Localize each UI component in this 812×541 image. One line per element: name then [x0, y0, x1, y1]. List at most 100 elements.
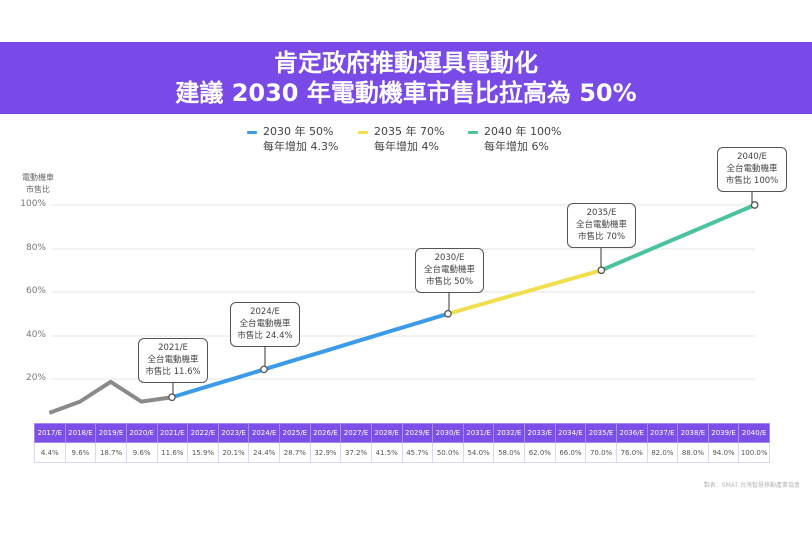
callout-value: 市售比 70% [577, 232, 626, 242]
value-cell: 100.0% [738, 442, 770, 463]
value-cell: 20.1% [217, 442, 250, 463]
legend-swatch-green-icon [468, 130, 478, 134]
year-header-cell: 2024/E [248, 423, 280, 443]
title-banner: 肯定政府推動運具電動化 建議 2030 年電動機車市售比拉高為 50% [0, 42, 812, 114]
point-markers [168, 201, 759, 402]
year-header-cell: 2017/E [34, 423, 66, 443]
legend-sublabel: 每年增加 4% [374, 140, 439, 153]
title-line-1: 肯定政府推動運具電動化 [274, 49, 538, 77]
series-historical-line [48, 379, 173, 415]
title-line-2: 建議 2030 年電動機車市售比拉高為 50% [175, 79, 637, 107]
year-header-cell: 2032/E [493, 423, 525, 443]
legend-label: 2030 年 50% [263, 125, 334, 138]
callout-year: 2030/E [434, 253, 465, 263]
year-header-cell: 2019/E [95, 423, 127, 443]
value-cell: 58.0% [493, 442, 525, 463]
legend-item-2030: 2030 年 50% 每年增加 4.3% [247, 124, 338, 154]
year-header-cell: 2029/E [401, 423, 434, 443]
year-header-cell: 2026/E [309, 423, 342, 443]
value-cell: 28.7% [279, 442, 311, 463]
value-row: 4.4% 9.6% 18.7% 9.6% 11.6% 15.9% 20.1% 24.4% 28.… [34, 442, 770, 463]
value-cell: 41.5% [370, 442, 403, 463]
value-cell: 32.9% [309, 442, 342, 463]
year-header-cell: 2036/E [615, 423, 648, 443]
callout-text: 全台電動機車 [423, 265, 475, 275]
value-cell: 9.6% [64, 442, 97, 463]
year-header-cell: 2027/E [340, 423, 372, 443]
value-cell: 15.9% [187, 442, 219, 463]
callout-2024: 2024/E 全台電動機車 市售比 24.4% [230, 302, 300, 347]
value-cell: 18.7% [95, 442, 127, 463]
callout-value: 市售比 50% [425, 277, 474, 287]
year-header-cell: 2035/E [585, 423, 617, 443]
value-cell: 54.0% [462, 442, 495, 463]
series-2040-line [600, 203, 756, 273]
year-header-row: 2017/E 2018/E 2019/E 2020/E 2021/E 2022/E 2023… [34, 423, 770, 443]
legend-item-2035: 2035 年 70% 每年增加 4% [358, 124, 444, 154]
series-2030-line [171, 311, 449, 400]
y-axis-label: 電動機車 市售比 [18, 172, 58, 196]
legend-swatch-yellow-icon [358, 130, 368, 134]
source-note: 製表：SMAT 台灣智慧移動產業協會 [703, 482, 800, 489]
legend-sublabel: 每年增加 6% [484, 140, 549, 153]
value-cell: 62.0% [524, 442, 556, 463]
callout-text: 全台電動機車 [726, 164, 778, 174]
year-header-cell: 2038/E [677, 423, 709, 443]
y-axis-label-line1: 電動機車 [22, 173, 54, 182]
year-header-cell: 2040/E [738, 423, 770, 443]
legend-swatch-blue-icon [247, 130, 257, 134]
point-marker-icon [168, 393, 176, 402]
legend-label: 2035 年 70% [374, 125, 445, 138]
year-header-cell: 2034/E [554, 423, 587, 443]
point-marker-icon [444, 309, 452, 318]
year-header-cell: 2022/E [187, 423, 219, 443]
value-cell: 94.0% [707, 442, 740, 463]
year-header-cell: 2018/E [64, 423, 97, 443]
callout-year: 2040/E [737, 152, 767, 162]
value-cell: 82.0% [646, 442, 679, 463]
callout-text: 全台電動機車 [147, 355, 199, 365]
year-header-cell: 2028/E [370, 423, 403, 443]
y-tick-100: 100% [20, 199, 46, 209]
legend-item-2040: 2040 年 100% 每年增加 6% [468, 124, 561, 154]
callout-year: 2024/E [250, 307, 280, 317]
callout-value: 市售比 11.6% [145, 367, 201, 377]
value-cell: 70.0% [585, 442, 617, 463]
value-cell: 50.0% [432, 442, 464, 463]
callout-value: 市售比 100% [725, 176, 779, 186]
callout-text: 全台電動機車 [239, 319, 291, 329]
point-marker-icon [260, 365, 268, 374]
callout-year: 2021/E [158, 343, 188, 353]
callout-2030: 2030/E 全台電動機車 市售比 50% [415, 248, 484, 293]
year-header-cell: 2020/E [125, 423, 158, 443]
callout-text: 全台電動機車 [575, 220, 627, 230]
year-header-cell: 2023/E [217, 423, 250, 443]
value-cell: 4.4% [34, 442, 66, 463]
y-tick-40: 40% [25, 330, 46, 340]
year-header-cell: 2033/E [524, 423, 556, 443]
y-tick-60: 60% [25, 286, 46, 296]
point-marker-icon [597, 266, 606, 275]
year-header-cell: 2037/E [646, 423, 679, 443]
point-marker-icon [750, 201, 759, 209]
data-table: 2017/E 2018/E 2019/E 2020/E 2021/E 2022/E 2023… [34, 423, 770, 463]
value-cell: 24.4% [248, 442, 280, 463]
value-cell: 76.0% [615, 442, 648, 463]
callout-2035: 2035/E 全台電動機車 市售比 70% [567, 203, 636, 248]
year-header-cell: 2021/E [156, 423, 189, 443]
callout-year: 2035/E [586, 208, 617, 218]
value-cell: 11.6% [156, 442, 189, 463]
value-cell: 66.0% [554, 442, 587, 463]
year-header-cell: 2039/E [707, 423, 740, 443]
year-header-cell: 2031/E [462, 423, 495, 443]
value-cell: 9.6% [125, 442, 158, 463]
value-cell: 37.2% [340, 442, 372, 463]
legend-label: 2040 年 100% [484, 125, 562, 138]
callout-2040: 2040/E 全台電動機車 市售比 100% [717, 147, 787, 192]
value-cell: 88.0% [677, 442, 709, 463]
value-cell: 45.7% [401, 442, 434, 463]
y-axis-label-line2: 市售比 [26, 185, 50, 194]
year-header-cell: 2025/E [279, 423, 311, 443]
year-header-cell: 2030/E [432, 423, 464, 443]
legend-sublabel: 每年增加 4.3% [263, 140, 339, 153]
